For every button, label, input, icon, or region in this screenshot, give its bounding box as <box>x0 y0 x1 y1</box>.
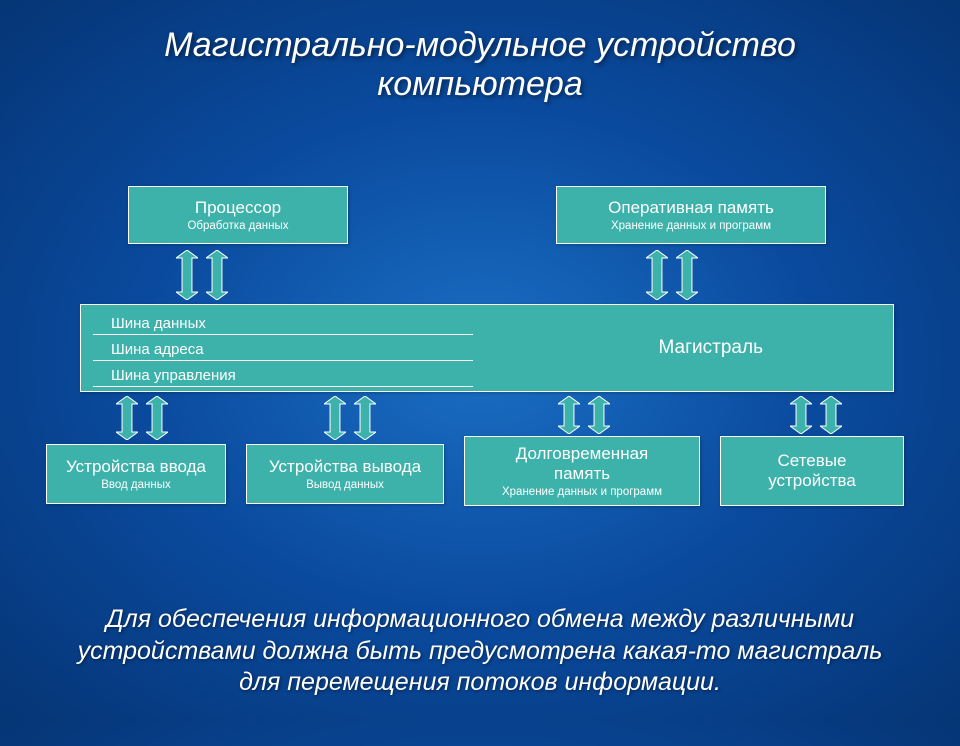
double-arrow-icon <box>790 396 812 434</box>
input-title: Устройства ввода <box>47 457 225 477</box>
bus-title: Магистраль <box>659 337 763 359</box>
double-arrow-icon <box>820 396 842 434</box>
storage-title1: Долговременная <box>465 444 699 464</box>
network-title2: устройства <box>721 471 903 491</box>
input-devices-box: Устройства ввода Ввод данных <box>46 444 226 504</box>
ram-subtitle: Хранение данных и программ <box>557 220 825 232</box>
cpu-title: Процессор <box>129 198 347 218</box>
double-arrow-icon <box>146 396 168 440</box>
bus-underline <box>93 334 473 335</box>
input-subtitle: Ввод данных <box>47 479 225 491</box>
double-arrow-icon <box>676 250 698 300</box>
storage-box: Долговременная память Хранение данных и … <box>464 436 700 506</box>
network-box: Сетевые устройства <box>720 436 904 506</box>
title-line1: Магистрально-модульное устройство <box>0 26 960 65</box>
bus-line: Шина данных <box>111 315 206 332</box>
bus-line: Шина адреса <box>111 341 204 358</box>
ram-title: Оперативная память <box>557 198 825 218</box>
double-arrow-icon <box>354 396 376 440</box>
double-arrow-icon <box>588 396 610 434</box>
footer-text: Для обеспечения информационного обмена м… <box>60 604 900 698</box>
output-subtitle: Вывод данных <box>247 479 443 491</box>
cpu-subtitle: Обработка данных <box>129 220 347 232</box>
bus-underline <box>93 386 473 387</box>
storage-subtitle: Хранение данных и программ <box>465 486 699 498</box>
slide-title: Магистрально-модульное устройство компью… <box>0 26 960 104</box>
double-arrow-icon <box>646 250 668 300</box>
double-arrow-icon <box>206 250 228 300</box>
cpu-box: Процессор Обработка данных <box>128 186 348 244</box>
output-title: Устройства вывода <box>247 457 443 477</box>
network-title1: Сетевые <box>721 451 903 471</box>
bus-underline <box>93 360 473 361</box>
bus-box: Магистраль Шина данных Шина адреса Шина уп… <box>80 304 894 392</box>
double-arrow-icon <box>176 250 198 300</box>
output-devices-box: Устройства вывода Вывод данных <box>246 444 444 504</box>
storage-title2: память <box>465 464 699 484</box>
bus-line: Шина управления <box>111 367 236 384</box>
title-line2: компьютера <box>0 65 960 104</box>
ram-box: Оперативная память Хранение данных и про… <box>556 186 826 244</box>
double-arrow-icon <box>116 396 138 440</box>
double-arrow-icon <box>324 396 346 440</box>
double-arrow-icon <box>558 396 580 434</box>
